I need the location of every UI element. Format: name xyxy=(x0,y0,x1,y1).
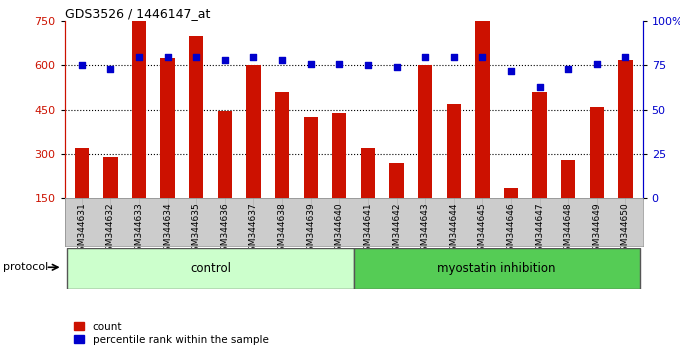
Point xyxy=(220,57,231,63)
Bar xyxy=(532,92,547,198)
Bar xyxy=(390,163,404,198)
Bar xyxy=(218,111,232,198)
Text: GSM344638: GSM344638 xyxy=(277,202,286,257)
Text: GSM344636: GSM344636 xyxy=(220,202,229,257)
Bar xyxy=(447,104,461,198)
Point xyxy=(448,54,459,59)
Bar xyxy=(354,248,640,289)
Text: GSM344639: GSM344639 xyxy=(306,202,315,257)
Point xyxy=(391,64,402,70)
Point xyxy=(105,66,116,72)
Point xyxy=(477,54,488,59)
Text: GSM344632: GSM344632 xyxy=(106,202,115,257)
Text: GSM344642: GSM344642 xyxy=(392,202,401,257)
Point xyxy=(334,61,345,67)
Text: myostatin inhibition: myostatin inhibition xyxy=(437,262,556,275)
Bar xyxy=(189,36,203,198)
Text: GSM344650: GSM344650 xyxy=(621,202,630,257)
Text: GSM344648: GSM344648 xyxy=(564,202,573,257)
Text: GSM344634: GSM344634 xyxy=(163,202,172,257)
Point xyxy=(362,63,373,68)
Bar xyxy=(103,157,118,198)
Text: control: control xyxy=(190,262,231,275)
Text: protocol: protocol xyxy=(3,262,49,272)
Text: GSM344640: GSM344640 xyxy=(335,202,344,257)
Text: GSM344635: GSM344635 xyxy=(192,202,201,257)
Bar xyxy=(160,58,175,198)
Point xyxy=(305,61,316,67)
Bar xyxy=(332,113,346,198)
Text: GSM344637: GSM344637 xyxy=(249,202,258,257)
Text: GDS3526 / 1446147_at: GDS3526 / 1446147_at xyxy=(65,7,210,20)
Point xyxy=(76,63,87,68)
Point xyxy=(563,66,574,72)
Text: GSM344641: GSM344641 xyxy=(363,202,373,257)
Point xyxy=(620,54,631,59)
Point xyxy=(420,54,430,59)
Bar xyxy=(67,248,354,289)
Bar xyxy=(303,117,318,198)
Point xyxy=(191,54,202,59)
Bar xyxy=(132,21,146,198)
Text: GSM344643: GSM344643 xyxy=(421,202,430,257)
Text: GSM344633: GSM344633 xyxy=(135,202,143,257)
Bar xyxy=(275,92,289,198)
Bar xyxy=(590,107,604,198)
Point xyxy=(505,68,516,74)
Point xyxy=(133,54,144,59)
Point xyxy=(592,61,602,67)
Text: GSM344644: GSM344644 xyxy=(449,202,458,257)
Bar xyxy=(618,59,632,198)
Text: GSM344649: GSM344649 xyxy=(592,202,601,257)
Text: GSM344631: GSM344631 xyxy=(78,202,86,257)
Text: GSM344646: GSM344646 xyxy=(507,202,515,257)
Text: GSM344647: GSM344647 xyxy=(535,202,544,257)
Legend: count, percentile rank within the sample: count, percentile rank within the sample xyxy=(70,317,273,349)
Point xyxy=(534,84,545,90)
Bar xyxy=(561,160,575,198)
Point xyxy=(277,57,288,63)
Bar xyxy=(418,65,432,198)
Bar xyxy=(75,148,89,198)
Text: GSM344645: GSM344645 xyxy=(478,202,487,257)
Bar xyxy=(246,65,260,198)
Bar xyxy=(475,21,490,198)
Point xyxy=(162,54,173,59)
Bar xyxy=(504,188,518,198)
Bar xyxy=(361,148,375,198)
Point xyxy=(248,54,259,59)
